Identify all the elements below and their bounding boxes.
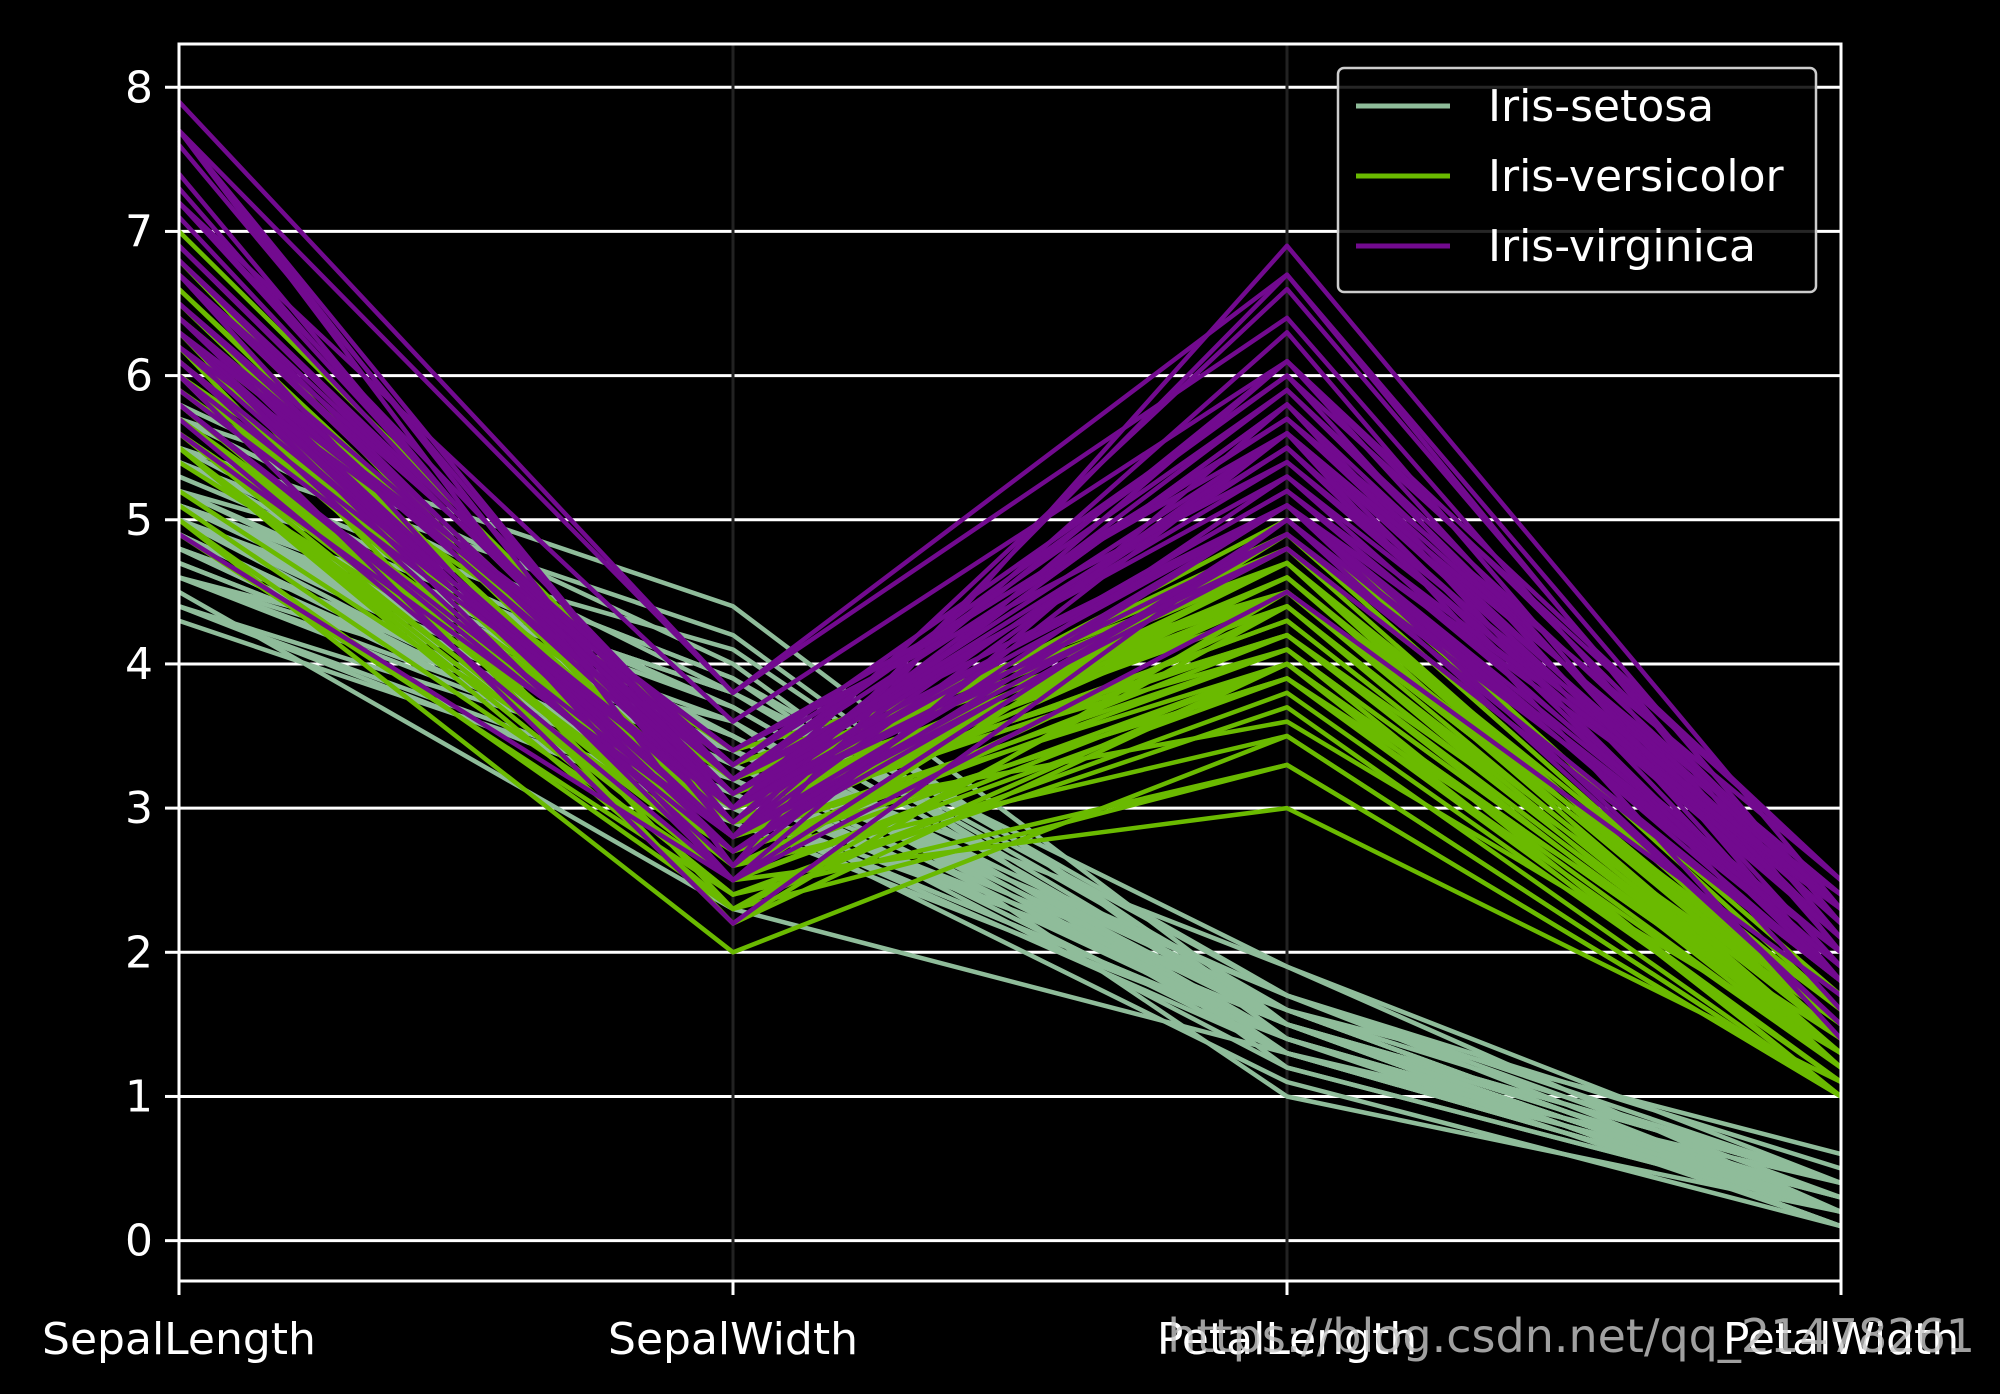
y-tick-label: 0: [125, 1216, 153, 1267]
series-line-2-44: [177, 517, 1843, 1099]
series-Iris-virginica: [177, 100, 1843, 1041]
series-line-3-23: [177, 129, 1843, 954]
y-tick-label: 5: [125, 495, 153, 546]
series-line-3-49: [177, 344, 1843, 911]
legend-label: Iris-setosa: [1488, 81, 1714, 132]
data-lines: [177, 100, 1843, 1229]
series-line-3-10: [177, 200, 1843, 882]
watermark-text: https://blog.csdn.net/qq_21478261: [1167, 1309, 1975, 1363]
legend-label: Iris-versicolor: [1488, 151, 1785, 202]
series-line-3-43: [177, 402, 1843, 969]
legend-box: [1336, 66, 1818, 294]
y-tick-label: 2: [125, 927, 153, 978]
series-line-2-40: [177, 445, 1843, 1056]
series-line-3-45: [177, 273, 1843, 882]
y-tick-label: 4: [125, 639, 153, 690]
y-tick-label: 1: [125, 1071, 153, 1122]
axis-label-SepalLength: SepalLength: [42, 1314, 316, 1365]
series-line-3-18: [177, 128, 1843, 925]
series-line-2-49: [177, 503, 1842, 1085]
series-line-3-7: [177, 532, 1843, 998]
axis-labels: SepalLength SepalWidth PetalLength PetalWid…: [42, 1281, 1959, 1365]
series-line-2-32: [177, 445, 1843, 1099]
series-line-3-48: [177, 301, 1843, 955]
legend-label: Iris-virginica: [1488, 221, 1756, 272]
legend: Iris-setosa Iris-versicolor Iris-virginica: [1336, 66, 1818, 294]
axis-label-PetalLength: PetalLength: [1157, 1314, 1417, 1365]
axis-label-SepalWidth: SepalWidth: [608, 1314, 858, 1365]
y-tick-label: 3: [125, 783, 153, 834]
series-line-3-50: [177, 388, 1843, 983]
y-tick-labels: 0 1 2 3 4 5 6 7 8: [125, 62, 179, 1267]
axis-label-PetalWidth: PetalWidth: [1723, 1314, 1959, 1365]
y-tick-label: 6: [125, 351, 153, 402]
series-line-3-20: [177, 374, 1843, 1027]
y-tick-label: 8: [125, 62, 153, 113]
series-line-3-33: [177, 316, 1843, 926]
y-tick-label: 7: [125, 206, 153, 257]
series-line-3-41: [177, 273, 1843, 897]
